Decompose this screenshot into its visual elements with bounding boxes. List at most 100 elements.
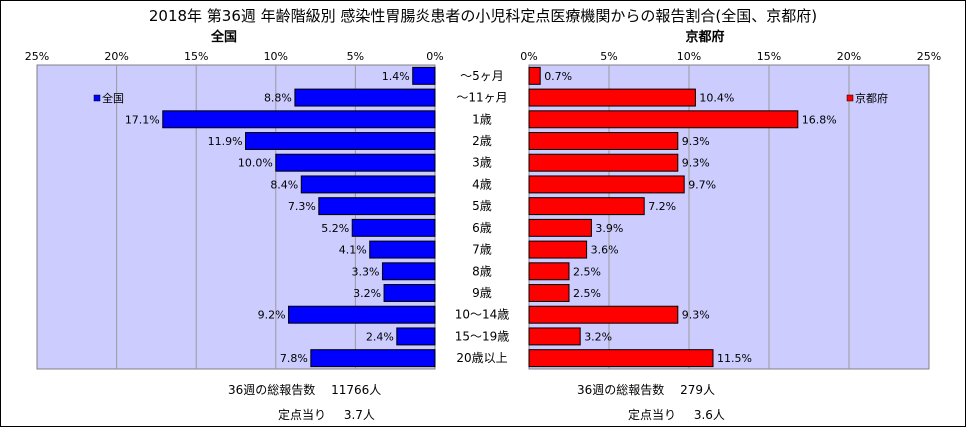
left-data-label: 4.1% [339, 244, 367, 257]
left-bar [300, 175, 436, 194]
right-data-label: 9.3% [682, 135, 710, 148]
right-data-label: 9.3% [682, 309, 710, 322]
right-tick-label: 5% [600, 50, 617, 63]
right-bar [528, 262, 570, 281]
footer-left-total: 36週の総報告数 11766人 [228, 381, 381, 398]
left-bar [275, 153, 436, 172]
right-bar [528, 284, 570, 302]
left-bar [162, 110, 436, 129]
right-tick-label: 0% [520, 50, 537, 63]
right-tick-label: 25% [917, 50, 941, 63]
left-bar [396, 327, 436, 346]
left-bar [351, 218, 436, 237]
category-label: 2歳 [472, 134, 492, 148]
left-data-label: 10.0% [238, 157, 273, 170]
left-data-label: 2.4% [366, 330, 394, 343]
right-bar [528, 88, 696, 107]
left-bar [318, 197, 436, 216]
left-panel: 25% 20% 15% 10% 5% 0%全国全国1.4%8.8%17.1%11.9%10… [25, 29, 444, 370]
footer-left-per-value: 3.7人 [343, 408, 375, 422]
right-data-label: 2.5% [573, 265, 601, 278]
left-data-label: 5.2% [321, 222, 349, 235]
left-bar [381, 262, 436, 281]
left-panel-title: 全国 [210, 29, 237, 45]
category-labels: ～5ヶ月 ～11ヶ月 1歳 2歳 3歳 4歳 5歳 6歳 7歳 8歳 9歳 10～14歳 15～19歳 2… [455, 69, 510, 365]
left-data-label: 11.9% [208, 135, 243, 148]
right-data-label: 3.9% [595, 222, 623, 235]
left-tick-label: 10% [264, 50, 288, 63]
right-tick-label: 20% [837, 50, 861, 63]
category-label: 4歳 [472, 177, 492, 191]
right-bar [528, 175, 685, 194]
right-bar [528, 240, 588, 259]
category-label: 6歳 [472, 221, 492, 235]
left-data-label: 17.1% [125, 113, 160, 126]
left-bar [245, 132, 436, 150]
right-data-label: 2.5% [573, 287, 601, 300]
right-panel: 0% 5% 10% 15% 20% 25%京都府京都府0.7%10.4%16.8%9.3%… [520, 29, 941, 370]
right-bar [528, 132, 679, 150]
right-data-label: 9.7% [688, 178, 716, 191]
right-panel-title: 京都府 [685, 29, 724, 45]
left-bar [383, 284, 436, 302]
right-data-label: 3.2% [584, 330, 612, 343]
left-legend-label: 全国 [102, 91, 124, 105]
left-tick-label: 0% [426, 50, 443, 63]
left-data-label: 8.4% [270, 178, 298, 191]
right-tick-label: 15% [757, 50, 781, 63]
left-tick-label: 5% [347, 50, 364, 63]
left-tick-label: 25% [25, 50, 49, 63]
right-bar [528, 110, 799, 129]
right-data-label: 9.3% [682, 157, 710, 170]
category-label: ～11ヶ月 [456, 91, 507, 105]
right-tick-label: 10% [677, 50, 701, 63]
category-label: 3歳 [472, 156, 492, 170]
right-bar [528, 66, 541, 85]
category-label: 15～19歳 [455, 329, 510, 343]
category-label: 7歳 [472, 243, 492, 257]
right-data-label: 16.8% [802, 113, 837, 126]
footer-right-total-label: 36週の総報告数 [577, 383, 665, 397]
footer-left-per-label: 定点当り [278, 408, 327, 422]
right-data-label: 11.5% [717, 352, 752, 365]
footer-right-total: 36週の総報告数 279人 [577, 381, 715, 398]
category-label: 10～14歳 [455, 308, 510, 322]
footer-left-per: 定点当り 3.7人 [278, 406, 375, 423]
left-bar [310, 349, 436, 368]
left-tick-label: 15% [184, 50, 208, 63]
right-data-label: 3.6% [591, 244, 619, 257]
category-label: 1歳 [472, 112, 492, 126]
right-data-label: 0.7% [544, 70, 572, 83]
left-bar [288, 305, 436, 324]
category-label: ～5ヶ月 [460, 69, 504, 83]
right-legend-swatch [846, 94, 854, 102]
category-label: 20歳以上 [456, 351, 507, 365]
footer-right-per-value: 3.6人 [693, 408, 725, 422]
right-data-label: 10.4% [699, 92, 734, 105]
left-data-label: 7.8% [280, 352, 308, 365]
right-bar [528, 305, 679, 324]
left-data-label: 3.2% [353, 287, 381, 300]
category-label: 9歳 [472, 286, 492, 300]
left-bar [369, 240, 436, 259]
left-data-label: 7.3% [288, 200, 316, 213]
footer-right-per-label: 定点当り [628, 408, 677, 422]
category-label: 8歳 [472, 264, 492, 278]
chart-title: 2018年 第36週 年齢階級別 感染性胃腸炎患者の小児科定点医療機関からの報告… [149, 7, 817, 25]
right-bar [528, 349, 714, 368]
right-bar [528, 197, 645, 216]
left-tick-label: 20% [104, 50, 128, 63]
footer-left-total-value: 11766人 [331, 383, 382, 397]
left-data-label: 3.3% [352, 265, 380, 278]
right-bar [528, 327, 581, 346]
left-data-label: 8.8% [264, 92, 292, 105]
right-bar [528, 218, 592, 237]
right-data-label: 7.2% [648, 200, 676, 213]
left-data-label: 1.4% [382, 70, 410, 83]
left-bar [412, 66, 436, 85]
left-data-label: 9.2% [258, 309, 286, 322]
left-legend-swatch [93, 94, 101, 102]
left-bar [294, 88, 436, 107]
footer-left-total-label: 36週の総報告数 [228, 383, 316, 397]
